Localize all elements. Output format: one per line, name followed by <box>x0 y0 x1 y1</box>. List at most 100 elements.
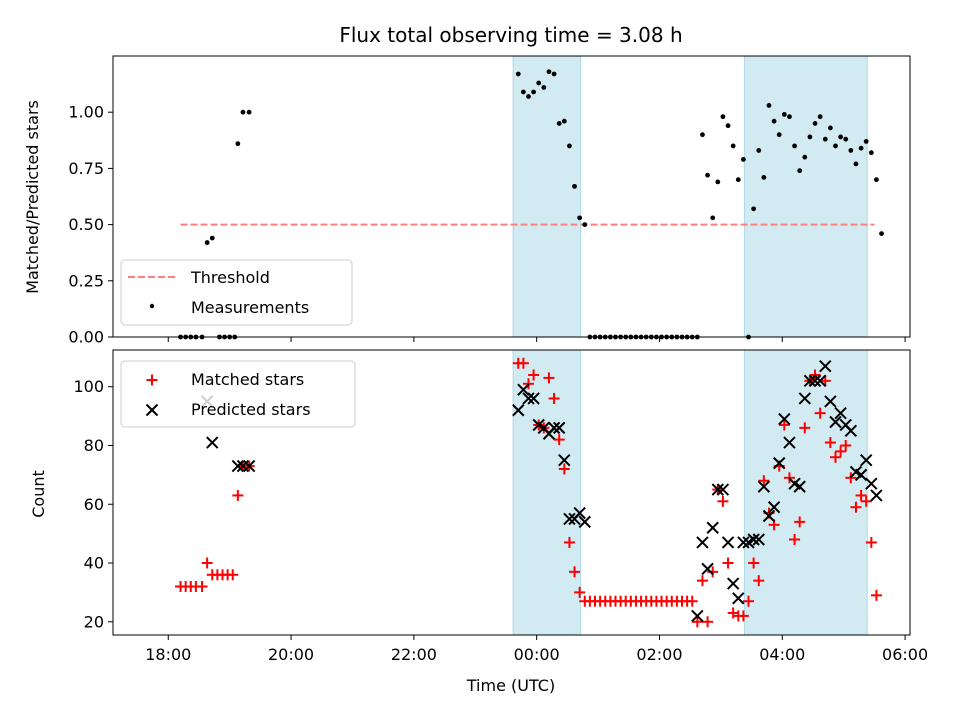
measurement-point <box>556 121 562 126</box>
matched-stars-point <box>814 407 826 419</box>
x-tick-label: 18:00 <box>145 645 191 664</box>
measurement-point <box>802 154 808 160</box>
predicted-stars-point <box>824 395 837 408</box>
matched-stars-point <box>860 495 872 507</box>
matched-stars-point <box>707 566 719 578</box>
matched-stars-point <box>753 575 765 587</box>
predicted-stars-point <box>558 453 571 467</box>
predicted-stars-point <box>552 421 566 435</box>
measurement-point <box>567 143 572 149</box>
measurement-point <box>520 89 526 95</box>
matched-stars-point <box>870 589 882 601</box>
x-tick-label: 06:00 <box>882 645 928 664</box>
predicted-stars-point <box>716 483 730 496</box>
predicted-stars-point <box>859 453 873 467</box>
chart-title: Flux total observing time = 3.08 h <box>339 23 682 47</box>
predicted-stars-point <box>706 521 719 534</box>
predicted-stars-point <box>798 392 812 405</box>
x-tick-label: 00:00 <box>514 645 560 664</box>
x-tick-label: 04:00 <box>759 645 805 664</box>
legend-measurements-label: Measurements <box>191 298 309 317</box>
predicted-stars-point <box>517 383 530 396</box>
matched-stars-point <box>528 369 540 381</box>
ratio-panel: 0.00 0.25 0.50 0.75 1.00 <box>68 55 911 347</box>
measurement-point <box>725 123 731 129</box>
predicted-stars-point <box>844 424 858 438</box>
y-tick-label: 80 <box>84 436 104 455</box>
matched-stars-point <box>824 437 836 449</box>
x-tick-label: 20:00 <box>268 645 314 664</box>
measurement-point <box>787 114 792 120</box>
measurement-point <box>776 132 782 138</box>
predicted-stars-point <box>206 436 219 449</box>
measurement-point <box>720 114 726 120</box>
observing-window-2 <box>743 55 868 338</box>
legend-measurements-swatch <box>149 303 155 309</box>
measurement-point <box>531 89 537 95</box>
measurement-point <box>766 103 772 108</box>
matched-stars-point <box>748 557 760 569</box>
predicted-stars-point <box>808 374 822 388</box>
matched-stars-point <box>778 419 790 431</box>
measurement-point <box>771 118 777 124</box>
matched-stars-point <box>789 534 801 546</box>
predicted-stars-point <box>726 577 740 590</box>
measurement-point <box>561 118 567 124</box>
predicted-stars-point <box>783 436 796 449</box>
measurement-point <box>740 157 746 162</box>
legend-threshold-label: Threshold <box>190 268 270 287</box>
matched-stars-point <box>743 595 755 607</box>
measurement-point <box>792 143 797 149</box>
measurement-point <box>240 109 246 115</box>
measurement-point <box>572 183 577 189</box>
measurement-point <box>838 134 844 140</box>
x-tick-label: 22:00 <box>391 645 437 664</box>
measurement-point <box>863 139 869 144</box>
matched-stars-point <box>543 372 555 384</box>
predicted-stars-point <box>231 459 245 473</box>
predicted-stars-point <box>691 609 704 623</box>
matched-stars-point <box>553 434 565 446</box>
matched-stars-point <box>558 463 570 475</box>
measurement-point <box>541 85 547 90</box>
predicted-stars-point <box>721 536 735 549</box>
predicted-stars-point <box>767 500 781 514</box>
y-tick-label: 60 <box>84 495 104 514</box>
measurement-point <box>797 168 803 174</box>
predicted-stars-point <box>793 480 806 493</box>
measurement-point <box>833 143 838 149</box>
matched-stars-point <box>569 566 581 578</box>
measurement-point <box>781 112 787 117</box>
predicted-stars-point <box>854 468 868 482</box>
predicted-stars-point <box>865 477 878 490</box>
measurement-point <box>730 143 736 149</box>
predicted-stars-point <box>696 536 709 549</box>
measurement-point <box>577 215 583 221</box>
predicted-stars-point <box>752 533 765 546</box>
measurement-point <box>756 148 762 153</box>
ratio-legend: Threshold Measurements <box>120 259 353 326</box>
matched-stars-point <box>840 439 852 451</box>
measurement-point <box>879 231 884 236</box>
predicted-stars-point <box>870 489 883 502</box>
predicted-stars-point <box>737 536 750 549</box>
predicted-stars-point <box>547 421 561 435</box>
predicted-stars-point <box>578 515 591 529</box>
y-tick-label: 100 <box>73 377 104 396</box>
predicted-stars-point <box>732 592 745 605</box>
measurement-point <box>807 134 813 140</box>
measurement-point <box>204 240 210 245</box>
matched-stars-point <box>829 451 841 463</box>
matched-stars-point <box>819 375 831 387</box>
matched-stars-point <box>696 575 708 587</box>
predicted-stars-point <box>773 456 786 470</box>
matched-stars-point <box>691 616 703 628</box>
measurement-point <box>735 177 741 183</box>
matched-stars-point <box>722 557 734 569</box>
matched-stars-point <box>835 445 847 457</box>
measurement-point <box>812 121 818 126</box>
matched-stars-point <box>794 516 806 528</box>
measurement-point <box>715 179 721 185</box>
measurement-point <box>705 172 710 178</box>
